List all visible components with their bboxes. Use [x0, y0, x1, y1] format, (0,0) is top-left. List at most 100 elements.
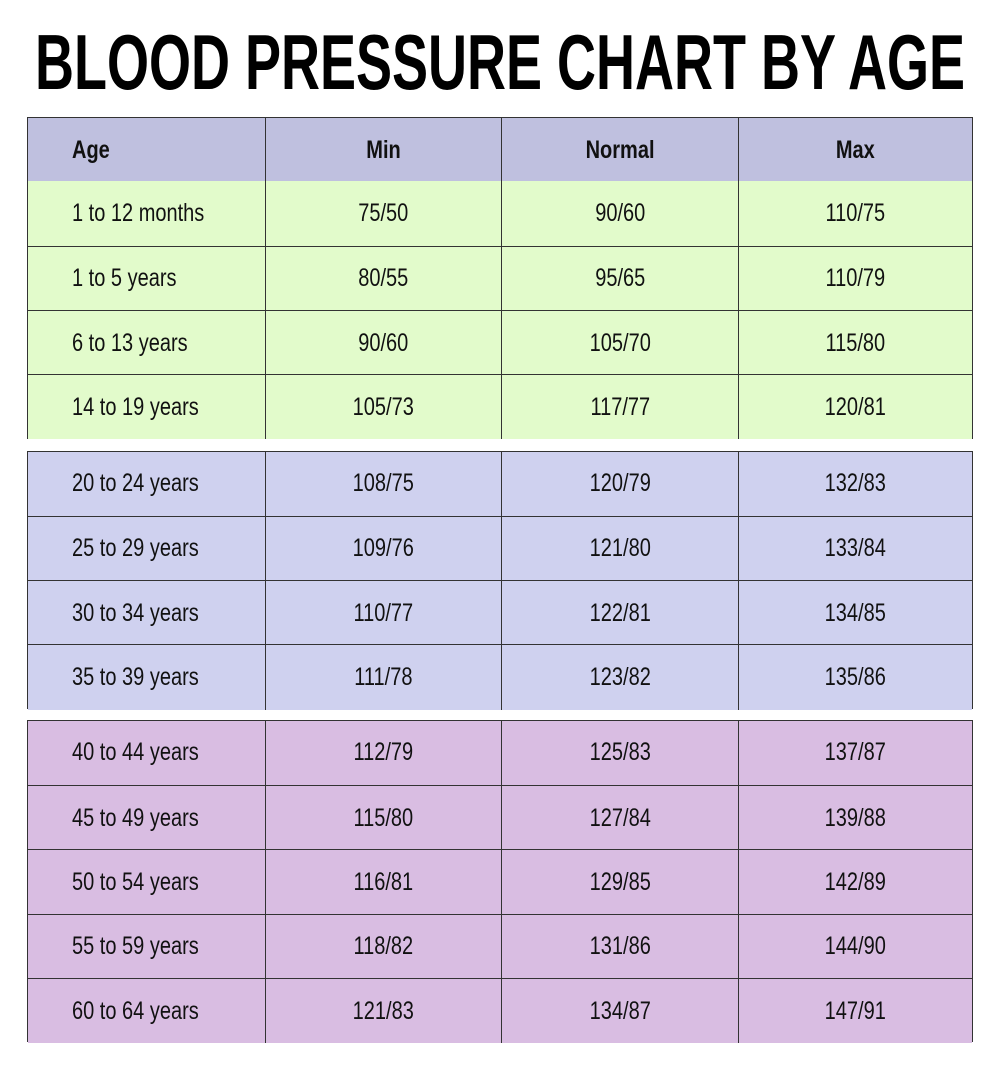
cell-text: Max [836, 135, 875, 164]
cell-text: 40 to 44 years [72, 738, 199, 767]
cell-text: 1 to 12 months [72, 198, 205, 227]
title-area: BLOOD PRESSURE CHART BY AGE [35, 18, 965, 106]
table-row: 50 to 54 years 116/81 129/85 142/89 [28, 849, 972, 915]
cell: 129/85 [501, 850, 738, 915]
cell-text: 30 to 34 years [72, 598, 199, 627]
cell-text: 125/83 [589, 738, 651, 767]
cell-text: 121/83 [352, 996, 415, 1025]
row-group: 20 to 24 years 108/75 120/79 132/83 25 to 29… [27, 450, 973, 710]
cell: 122/81 [501, 581, 738, 646]
cell: 115/80 [738, 310, 972, 376]
cell-text: 116/81 [353, 867, 414, 896]
cell-text: 120/79 [589, 469, 651, 498]
cell: 95/65 [501, 246, 738, 311]
cell-text: 105/70 [589, 328, 651, 357]
cell: Normal [501, 118, 738, 183]
cell-text: 122/81 [589, 598, 651, 627]
cell: 110/79 [738, 246, 972, 311]
cell-text: 131/86 [589, 932, 651, 961]
cell-text: 50 to 54 years [72, 867, 199, 896]
cell: 127/84 [501, 785, 738, 851]
cell-text: 20 to 24 years [72, 469, 199, 498]
cell: 125/83 [501, 720, 738, 785]
cell: 110/75 [738, 181, 972, 246]
cell-text: 90/60 [358, 328, 409, 357]
cell: 137/87 [738, 720, 972, 785]
cell: 6 to 13 years [28, 311, 265, 375]
cell: Age [28, 118, 265, 182]
table-header: Age Min Normal Max [27, 117, 973, 183]
cell-text: 132/83 [824, 469, 887, 498]
cell-text: 95/65 [594, 264, 646, 293]
cell: 90/60 [501, 181, 738, 246]
cell: 121/83 [265, 978, 501, 1044]
table-row: 1 to 5 years 80/55 95/65 110/79 [28, 245, 972, 311]
cell: Min [265, 118, 501, 183]
cell-text: 123/82 [589, 663, 651, 692]
table-row: 35 to 39 years 111/78 123/82 135/86 [28, 644, 972, 710]
cell-text: 115/80 [353, 803, 414, 832]
cell-text: 90/60 [594, 198, 646, 227]
cell-text: 45 to 49 years [72, 803, 199, 832]
cell: 20 to 24 years [28, 452, 265, 516]
cell-text: 134/85 [824, 598, 887, 627]
cell-text: 142/89 [824, 867, 887, 896]
cell-text: 118/82 [353, 932, 414, 961]
header-row: Age Min Normal Max [28, 118, 972, 183]
cell-text: 1 to 5 years [72, 264, 177, 293]
cell: 120/81 [738, 375, 972, 440]
cell: 90/60 [265, 310, 501, 376]
cell: 109/76 [265, 516, 501, 582]
cell-text: 117/77 [590, 392, 650, 421]
title: BLOOD PRESSURE CHART BY AGE [35, 18, 965, 106]
cell: 55 to 59 years [28, 915, 265, 979]
table-row: 1 to 12 months 75/50 90/60 110/75 [28, 181, 972, 246]
table-row: 55 to 59 years 118/82 131/86 144/90 [28, 913, 972, 979]
cell-text: 60 to 64 years [72, 996, 199, 1025]
cell-text: 120/81 [824, 392, 887, 421]
cell-text: 109/76 [352, 534, 415, 563]
cell-text: 139/88 [824, 803, 887, 832]
cell-text: 6 to 13 years [72, 328, 188, 357]
cell-text: 127/84 [589, 803, 651, 832]
row-group: 40 to 44 years 112/79 125/83 137/87 45 to 49… [27, 719, 973, 1044]
cell-text: 111/78 [354, 663, 413, 692]
cell: 45 to 49 years [28, 786, 265, 850]
cell: 35 to 39 years [28, 645, 265, 709]
cell-text: 137/87 [824, 738, 887, 767]
table-row: 14 to 19 years 105/73 117/77 120/81 [28, 374, 972, 440]
cell-text: 35 to 39 years [72, 663, 199, 692]
cell: 120/79 [501, 451, 738, 516]
cell: 25 to 29 years [28, 517, 265, 581]
cell: 115/80 [265, 785, 501, 851]
cell-text: 110/77 [353, 598, 414, 627]
cell: 108/75 [265, 451, 501, 516]
cell-text: 14 to 19 years [72, 392, 199, 421]
cell-text: Normal [585, 135, 655, 164]
cell: 40 to 44 years [28, 721, 265, 785]
cell: 30 to 34 years [28, 581, 265, 645]
cell-text: 105/73 [352, 392, 415, 421]
cell-text: 80/55 [358, 264, 409, 293]
table-row: 20 to 24 years 108/75 120/79 132/83 [28, 451, 972, 516]
cell: 60 to 64 years [28, 979, 265, 1043]
cell: 1 to 5 years [28, 247, 265, 311]
cell-text: 55 to 59 years [72, 932, 199, 961]
cell-text: 110/79 [825, 264, 886, 293]
cell: 110/77 [265, 581, 501, 646]
cell: 144/90 [738, 914, 972, 979]
cell-text: 112/79 [353, 738, 414, 767]
cell: 116/81 [265, 850, 501, 915]
cell: 112/79 [265, 720, 501, 785]
cell-text: 134/87 [589, 996, 651, 1025]
table-row: 40 to 44 years 112/79 125/83 137/87 [28, 720, 972, 785]
cell: 50 to 54 years [28, 850, 265, 914]
row-group: 1 to 12 months 75/50 90/60 110/75 1 to 5 yea… [27, 181, 973, 440]
cell: 134/87 [501, 978, 738, 1044]
cell: 147/91 [738, 978, 972, 1044]
cell: 142/89 [738, 850, 972, 915]
cell: 111/78 [265, 645, 501, 710]
cell: 133/84 [738, 516, 972, 582]
cell: 134/85 [738, 581, 972, 646]
cell: 14 to 19 years [28, 375, 265, 439]
